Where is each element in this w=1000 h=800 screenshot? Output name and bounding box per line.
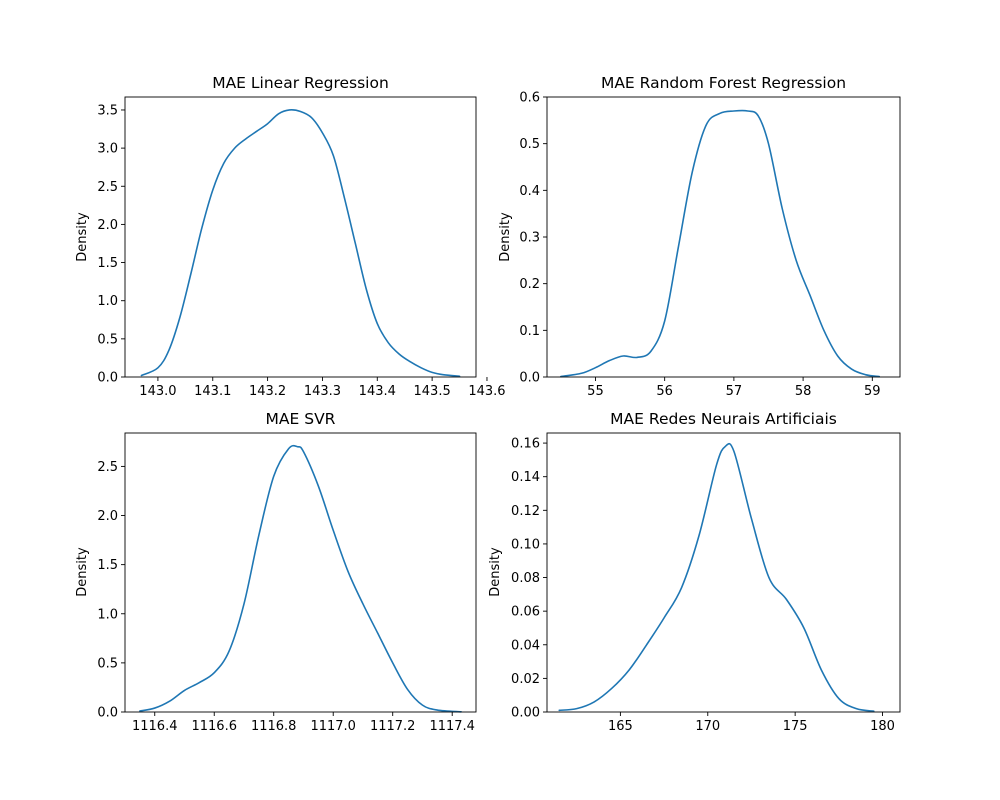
- y-tick-label: 2.5: [97, 180, 118, 195]
- x-tick-label: 1116.8: [251, 719, 297, 734]
- chart-title: MAE Redes Neurais Artificiais: [610, 410, 837, 428]
- density-curve-0: [140, 109, 461, 378]
- x-tick-label: 58: [795, 384, 812, 399]
- y-tick-label: 0.5: [97, 332, 118, 347]
- y-tick-label: 0.08: [511, 571, 540, 586]
- y-tick-label: 0.0: [97, 371, 118, 386]
- y-tick-label: 0.0: [519, 371, 540, 386]
- y-tick-label: 0.5: [97, 656, 118, 671]
- y-tick-label: 1.5: [97, 256, 118, 271]
- y-tick-label: 0.6: [519, 91, 540, 106]
- x-tick-label: 1117.2: [370, 719, 416, 734]
- x-tick-label: 180: [870, 719, 895, 734]
- chart-title: MAE Random Forest Regression: [601, 74, 846, 92]
- x-tick-label: 143.3: [304, 384, 341, 399]
- x-tick-label: 1116.4: [132, 719, 178, 734]
- y-tick-label: 0.3: [519, 231, 540, 246]
- x-tick-label: 143.5: [414, 384, 451, 399]
- y-tick-label: 2.0: [97, 218, 118, 233]
- y-tick-label: 3.5: [97, 103, 118, 118]
- x-tick-label: 143.4: [359, 384, 396, 399]
- x-tick-label: 143.0: [139, 384, 176, 399]
- y-tick-label: 0.5: [519, 137, 540, 152]
- y-tick-label: 1.5: [97, 558, 118, 573]
- x-tick-label: 57: [726, 384, 743, 399]
- y-tick-label: 0.2: [519, 277, 540, 292]
- x-tick-label: 143.2: [249, 384, 286, 399]
- y-axis-label: Density: [498, 212, 513, 262]
- x-tick-label: 143.1: [194, 384, 231, 399]
- x-tick-label: 1117.4: [429, 719, 475, 734]
- x-tick-label: 143.6: [468, 384, 505, 399]
- x-tick-label: 56: [656, 384, 673, 399]
- y-tick-label: 0.04: [511, 638, 540, 653]
- y-tick-label: 0.0: [97, 706, 118, 721]
- density-curve-0: [560, 109, 881, 378]
- y-tick-label: 0.10: [511, 537, 540, 552]
- y-tick-label: 2.0: [97, 509, 118, 524]
- y-axis-label: Density: [75, 212, 90, 262]
- x-tick-label: 59: [864, 384, 881, 399]
- subplot-neural-networks: MAE Redes Neurais Artificiais Density 16…: [488, 410, 901, 734]
- y-tick-label: 0.00: [511, 706, 540, 721]
- y-tick-label: 2.5: [97, 460, 118, 475]
- axes-frame: [546, 96, 901, 378]
- axes-frame: [124, 432, 477, 713]
- axes-frame: [124, 96, 477, 378]
- density-curve-0: [558, 442, 875, 712]
- axes-frame: [546, 432, 901, 713]
- subplot-random-forest: MAE Random Forest Regression Density 55 5…: [498, 74, 901, 399]
- y-tick-label: 3.0: [97, 142, 118, 157]
- y-tick-label: 0.12: [511, 504, 540, 519]
- y-tick-label: 1.0: [97, 294, 118, 309]
- x-tick-label: 165: [608, 719, 633, 734]
- y-tick-label: 0.16: [511, 437, 540, 452]
- y-tick-label: 0.02: [511, 672, 540, 687]
- x-tick-label: 1116.6: [191, 719, 237, 734]
- chart-title: MAE Linear Regression: [212, 74, 389, 92]
- y-axis-label: Density: [488, 547, 503, 597]
- y-tick-label: 0.06: [511, 605, 540, 620]
- x-tick-label: 175: [783, 719, 808, 734]
- y-tick-label: 0.14: [511, 470, 540, 485]
- chart-title: MAE SVR: [266, 410, 336, 428]
- y-tick-label: 0.4: [519, 184, 540, 199]
- y-tick-label: 0.1: [519, 324, 540, 339]
- y-axis-label: Density: [75, 547, 90, 597]
- density-curve-0: [139, 444, 462, 713]
- subplot-linear-regression: MAE Linear Regression Density 143.0 143.1…: [75, 74, 506, 399]
- x-tick-label: 55: [587, 384, 604, 399]
- x-tick-label: 1117.0: [310, 719, 356, 734]
- x-tick-label: 170: [695, 719, 720, 734]
- y-tick-label: 1.0: [97, 607, 118, 622]
- subplot-svr: MAE SVR Density 1116.4 1116.6 1116.8 1117.0…: [75, 410, 477, 734]
